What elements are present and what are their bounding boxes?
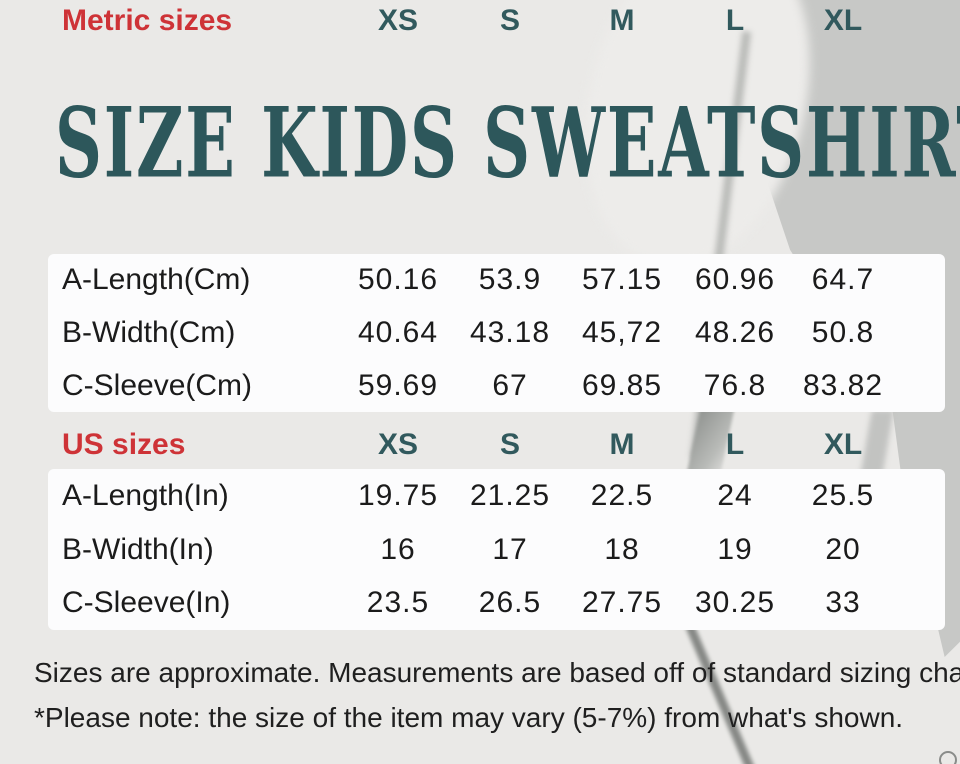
metric-sizes-table: A-Length(Cm) 50.16 53.9 57.15 60.96 64.7… (48, 254, 945, 412)
column-header-xl: XL (823, 428, 863, 461)
us-sizes-table: A-Length(In) 19.75 21.25 22.5 24 25.5 B-… (48, 469, 945, 630)
footer-note: Sizes are approximate. Measurements are … (34, 650, 960, 740)
cell-value: 19.75 (357, 478, 439, 512)
cell-value: 69.85 (581, 368, 663, 402)
us-sizes-header-row: US sizes XS S M L XL (48, 424, 945, 466)
corner-circle-mark (939, 751, 957, 764)
table-row-a-length-cm: A-Length(Cm) 50.16 53.9 57.15 60.96 64.7 (48, 254, 945, 307)
row-label: C-Sleeve(Cm) (62, 368, 253, 402)
cell-value: 20 (825, 532, 861, 566)
cell-value: 53.9 (478, 263, 542, 297)
table-row-c-sleeve-cm: C-Sleeve(Cm) 59.69 67 69.85 76.8 83.82 (48, 359, 945, 412)
cell-value: 64.7 (811, 263, 875, 297)
column-header-l: L (725, 428, 745, 461)
metric-sizes-header-row: Metric sizes XS S M L XL (48, 0, 945, 42)
cell-value: 19 (717, 532, 753, 566)
footer-line-1: Sizes are approximate. Measurements are … (34, 657, 960, 688)
cell-value: 76.8 (703, 368, 767, 402)
column-header-s: S (499, 428, 520, 461)
cell-value: 22.5 (590, 478, 654, 512)
column-header-m: M (609, 4, 635, 37)
column-header-xs: XS (377, 4, 419, 37)
row-label: B-Width(In) (62, 532, 214, 566)
column-header-l: L (725, 4, 745, 37)
row-label: C-Sleeve(In) (62, 586, 231, 620)
row-label: B-Width(Cm) (62, 316, 236, 349)
cell-value: 67 (492, 368, 528, 402)
cell-value: 17 (492, 532, 528, 566)
cell-value: 45,72 (581, 316, 663, 349)
cell-value: 21.25 (469, 478, 551, 512)
cell-value: 59.69 (357, 368, 439, 402)
column-header-m: M (609, 428, 635, 461)
footer-line-2: *Please note: the size of the item may v… (34, 702, 904, 733)
page-title: SIZE KIDS SWEATSHIRT (55, 88, 960, 200)
cell-value: 50.8 (811, 316, 875, 349)
row-label: A-Length(Cm) (62, 263, 251, 297)
cell-value: 33 (825, 586, 861, 620)
table-row-c-sleeve-in: C-Sleeve(In) 23.5 26.5 27.75 30.25 33 (48, 576, 945, 630)
cell-value: 16 (380, 532, 416, 566)
cell-value: 43.18 (469, 316, 551, 349)
metric-sizes-label: Metric sizes (62, 4, 233, 37)
cell-value: 30.25 (694, 586, 776, 620)
cell-value: 40.64 (357, 316, 439, 349)
table-row-a-length-in: A-Length(In) 19.75 21.25 22.5 24 25.5 (48, 469, 945, 523)
cell-value: 26.5 (478, 586, 542, 620)
cell-value: 60.96 (694, 263, 776, 297)
column-header-xs: XS (377, 428, 419, 461)
cell-value: 57.15 (581, 263, 663, 297)
us-sizes-label: US sizes (62, 428, 186, 461)
column-header-xl: XL (823, 4, 863, 37)
cell-value: 83.82 (802, 368, 884, 402)
cell-value: 25.5 (811, 478, 875, 512)
row-label: A-Length(In) (62, 478, 229, 512)
cell-value: 24 (717, 478, 753, 512)
cell-value: 50.16 (357, 263, 439, 297)
cell-value: 27.75 (581, 586, 663, 620)
table-row-b-width-in: B-Width(In) 16 17 18 19 20 (48, 523, 945, 577)
cell-value: 23.5 (366, 586, 430, 620)
cell-value: 18 (604, 532, 640, 566)
table-row-b-width-cm: B-Width(Cm) 40.64 43.18 45,72 48.26 50.8 (48, 307, 945, 360)
cell-value: 48.26 (694, 316, 776, 349)
column-header-s: S (499, 4, 520, 37)
